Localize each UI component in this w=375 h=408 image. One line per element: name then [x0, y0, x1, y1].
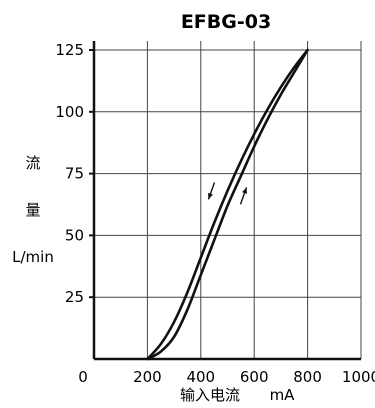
curve-decreasing	[146, 48, 309, 361]
y-tick-label-125: 125	[55, 41, 84, 59]
x-axis-label: 输入电流	[180, 386, 240, 404]
y-axis-label-line-3: L/min	[12, 248, 54, 266]
x-tick-label-600: 600	[240, 368, 269, 386]
y-tick-labels: 25 50 75 100 125	[55, 41, 84, 306]
x-tick-labels: 0 200 400 600 800 1000	[78, 368, 375, 386]
curve-increasing	[146, 48, 309, 361]
arrow-up-head	[242, 187, 247, 194]
x-tick-label-200: 200	[133, 368, 162, 386]
axes	[89, 41, 361, 361]
direction-arrows	[207, 182, 248, 205]
x-tick-label-800: 800	[293, 368, 322, 386]
y-axis-label-line-2: 量	[25, 201, 40, 219]
arrow-down-head	[208, 192, 213, 200]
y-axis-label-line-1: 流	[25, 154, 40, 172]
hysteresis-curves	[146, 48, 309, 361]
y-tick-label-75: 75	[65, 165, 84, 183]
chart-title: EFBG-03	[181, 11, 271, 33]
x-tick-label-400: 400	[186, 368, 215, 386]
x-tick-label-0: 0	[78, 368, 88, 386]
x-axis-unit: mA	[270, 386, 296, 404]
y-tick-label-100: 100	[55, 103, 84, 121]
grid	[94, 41, 362, 359]
x-tick-label-1000: 1000	[342, 368, 375, 386]
y-tick-label-50: 50	[65, 226, 84, 244]
y-tick-label-25: 25	[65, 288, 84, 306]
